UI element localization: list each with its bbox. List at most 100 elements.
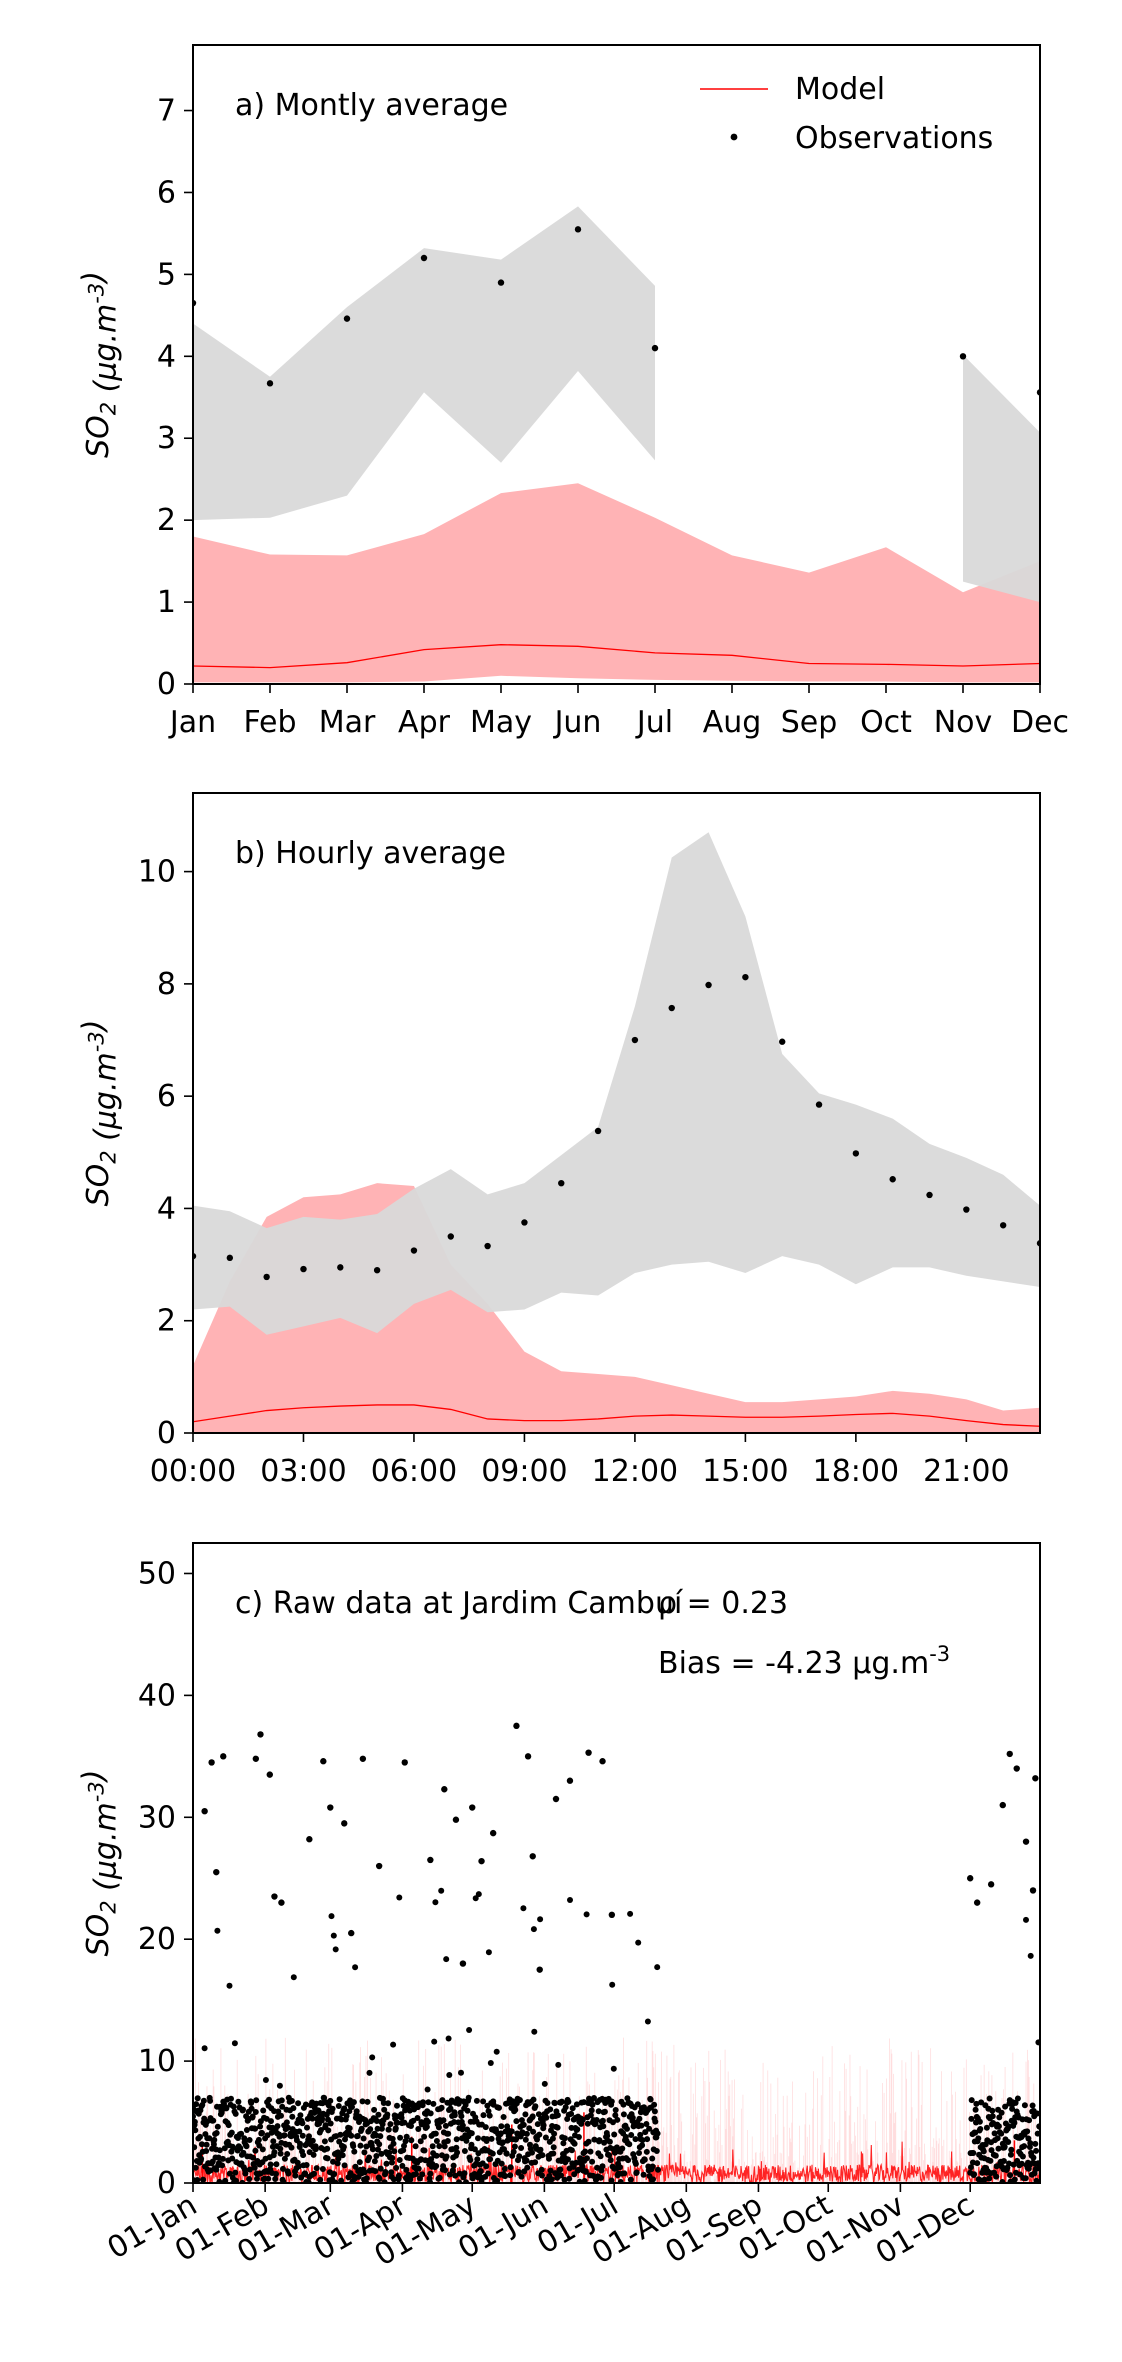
- observation-point: [1030, 2103, 1036, 2109]
- observation-point: [625, 2157, 631, 2163]
- observation-point: [242, 2171, 248, 2177]
- observation-point: [1033, 2148, 1039, 2154]
- observation-point: [645, 2019, 651, 2025]
- observation-peak-point: [988, 1881, 994, 1887]
- observation-point: [589, 2159, 595, 2165]
- observation-point: [202, 2045, 208, 2051]
- observation-point: [568, 2111, 574, 2117]
- observation-peak-point: [271, 1893, 277, 1899]
- observation-point: [474, 2098, 480, 2104]
- observation-point: [498, 2123, 504, 2129]
- observation-point: [545, 2100, 551, 2106]
- observation-point: [598, 2153, 604, 2159]
- observation-point: [382, 2169, 388, 2175]
- observation-point: [393, 2125, 399, 2131]
- observation-point: [295, 2100, 301, 2106]
- observation-point: [490, 2151, 496, 2157]
- observation-point: [277, 2083, 283, 2089]
- observation-point: [512, 2144, 518, 2150]
- observation-point: [211, 2137, 217, 2143]
- observation-point: [454, 2150, 460, 2156]
- observation-point: [227, 1255, 233, 1261]
- legend-model-label: Model: [795, 72, 885, 107]
- observation-point: [299, 2120, 305, 2126]
- observation-point: [588, 2149, 594, 2155]
- observation-point: [539, 2173, 545, 2179]
- model-range-band: [193, 483, 1040, 682]
- observation-point: [551, 2144, 557, 2150]
- observation-point: [538, 2147, 544, 2153]
- observation-point: [501, 2114, 507, 2120]
- y-tick-label: 40: [138, 1678, 176, 1713]
- observation-point: [779, 1039, 785, 1045]
- observation-point: [516, 2153, 522, 2159]
- observation-point: [488, 2060, 494, 2066]
- observation-point: [970, 2150, 976, 2156]
- observation-point: [523, 2137, 529, 2143]
- observation-point: [282, 2132, 288, 2138]
- observation-point: [987, 2158, 993, 2164]
- observation-point: [386, 2127, 392, 2133]
- x-tick-label: Aug: [703, 705, 762, 740]
- observation-point: [394, 2103, 400, 2109]
- observation-point: [370, 2146, 376, 2152]
- observation-range-band: [963, 355, 1040, 602]
- observation-peak-point: [553, 1796, 559, 1802]
- observation-point: [611, 2066, 617, 2072]
- observation-point: [424, 2124, 430, 2130]
- observation-point: [300, 1266, 306, 1272]
- observation-point: [292, 2173, 298, 2179]
- observation-point: [609, 2099, 615, 2105]
- observation-point: [476, 1891, 482, 1897]
- observation-point: [634, 2170, 640, 2176]
- y-tick-label: 20: [138, 1922, 176, 1957]
- observation-point: [602, 2109, 608, 2115]
- observation-point: [351, 2099, 357, 2105]
- observation-point: [391, 2141, 397, 2147]
- observation-point: [366, 2155, 372, 2161]
- observation-point: [652, 2108, 658, 2114]
- observation-point: [375, 2112, 381, 2118]
- observation-peak-point: [427, 1857, 433, 1863]
- observation-point: [654, 2148, 660, 2154]
- observation-peak-point: [341, 1820, 347, 1826]
- observation-point: [1032, 2141, 1038, 2147]
- observation-point: [342, 2162, 348, 2168]
- observation-point: [469, 2130, 475, 2136]
- observation-point: [1028, 1953, 1034, 1959]
- observation-point: [519, 2174, 525, 2180]
- observation-point: [641, 2172, 647, 2178]
- observation-point: [1024, 2128, 1030, 2134]
- observation-point: [214, 2130, 220, 2136]
- observation-point: [198, 2156, 204, 2162]
- observation-peak-point: [402, 1759, 408, 1765]
- observation-point: [365, 2099, 371, 2105]
- observation-peak-point: [1030, 1887, 1036, 1893]
- observation-point: [594, 2117, 600, 2123]
- y-tick-label: 10: [138, 855, 176, 890]
- observation-point: [621, 2111, 627, 2117]
- y-tick-label: 2: [157, 1304, 176, 1339]
- y-tick-label: 4: [157, 339, 176, 374]
- observation-point: [524, 2165, 530, 2171]
- observation-point: [651, 2102, 657, 2108]
- x-tick-label: May: [470, 705, 532, 740]
- observation-point: [348, 2133, 354, 2139]
- observation-point: [367, 2070, 373, 2076]
- observation-point: [632, 1037, 638, 1043]
- observation-point: [290, 2105, 296, 2111]
- observation-point: [357, 2159, 363, 2165]
- observation-point: [539, 2152, 545, 2158]
- observation-point: [452, 2112, 458, 2118]
- x-tick-label: Nov: [934, 705, 993, 740]
- observation-point: [926, 1192, 932, 1198]
- observation-point: [313, 2146, 319, 2152]
- observation-point: [446, 2036, 452, 2042]
- observation-point: [253, 2097, 259, 2103]
- observation-point: [567, 1897, 573, 1903]
- observation-peak-point: [1007, 1751, 1013, 1757]
- observation-point: [655, 2167, 661, 2173]
- observation-point: [484, 1243, 490, 1249]
- observation-point: [475, 2135, 481, 2141]
- observation-point: [507, 2172, 513, 2178]
